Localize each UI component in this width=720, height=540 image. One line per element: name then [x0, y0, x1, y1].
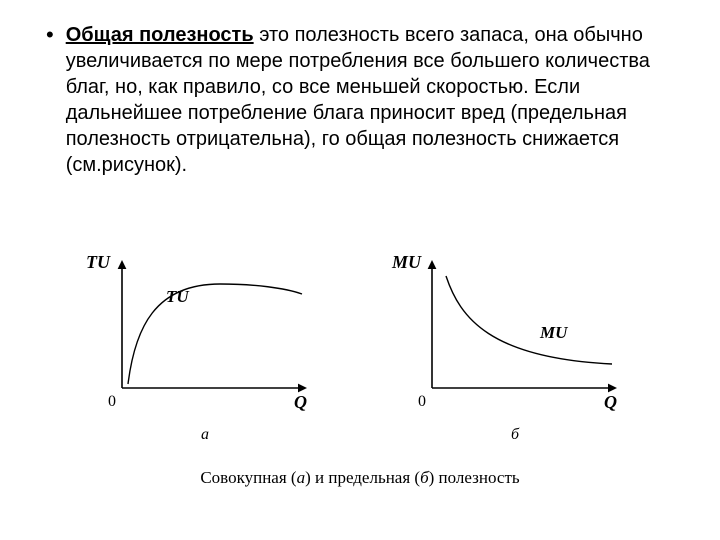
svg-text:MU: MU	[391, 252, 422, 272]
chart-mu: MU Q 0 MU б	[390, 248, 640, 444]
figure-area: TU Q 0 TU a MU Q 0 MU б	[0, 248, 720, 444]
caption-post: ) полезность	[429, 468, 520, 487]
chart-tu-svg: TU Q 0 TU	[80, 248, 320, 418]
caption-b: б	[420, 468, 429, 487]
term: Общая полезность	[66, 24, 254, 46]
svg-text:TU: TU	[86, 252, 111, 272]
chart-mu-sublabel: б	[390, 426, 640, 444]
chart-tu-sublabel: a	[80, 426, 330, 444]
svg-text:0: 0	[108, 393, 116, 410]
svg-text:Q: Q	[604, 392, 617, 412]
svg-text:0: 0	[418, 393, 426, 410]
bullet-item: • Общая полезность это полезность всего …	[40, 22, 680, 178]
slide: • Общая полезность это полезность всего …	[0, 0, 720, 540]
caption-a: а	[297, 468, 306, 487]
chart-mu-svg: MU Q 0 MU	[390, 248, 630, 418]
bullet-text: Общая полезность это полезность всего за…	[66, 22, 680, 178]
svg-text:TU: TU	[166, 287, 189, 306]
svg-text:MU: MU	[539, 323, 568, 342]
svg-text:Q: Q	[294, 392, 307, 412]
bullet-marker: •	[46, 22, 54, 48]
caption-pre: Совокупная (	[200, 468, 296, 487]
caption-mid: ) и предельная (	[305, 468, 420, 487]
chart-tu: TU Q 0 TU a	[80, 248, 330, 444]
charts-row: TU Q 0 TU a MU Q 0 MU б	[80, 248, 640, 444]
figure-caption: Совокупная (а) и предельная (б) полезнос…	[0, 468, 720, 488]
bullet-rest: это полезность всего запаса, она обычно …	[66, 24, 650, 176]
